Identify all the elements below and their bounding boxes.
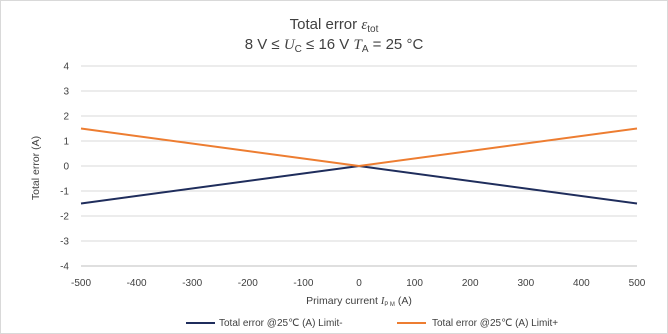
condition-uc-symbol: U [284, 37, 296, 53]
x-axis-label-sub: P M [384, 302, 395, 308]
x-tick-label-1: -400 [127, 278, 147, 289]
x-tick-label-9: 400 [573, 278, 590, 289]
y-tick-label-1: -3 [60, 237, 69, 248]
x-axis-label-unit: (A) [395, 295, 412, 307]
series-line-0 [80, 165, 638, 205]
y-tick-label-2: -2 [60, 212, 69, 223]
y-tick-label-6: 2 [63, 112, 69, 123]
y-tick-label-8: 4 [63, 62, 69, 73]
y-tick-labels: -4 -3 -2 -1 0 1 2 3 4 [60, 62, 69, 273]
x-tick-label-4: -100 [293, 278, 313, 289]
x-axis-label: Primary current IP M (A) [306, 295, 412, 308]
chart-title-main: Total error [290, 16, 362, 33]
condition-text-1: 8 V ≤ [245, 36, 284, 53]
legend-label-0: Total error @25℃ (A) Limit- [219, 318, 343, 329]
legend-label-1: Total error @25℃ (A) Limit+ [432, 318, 558, 329]
x-tick-label-3: -200 [238, 278, 258, 289]
x-tick-label-0: -500 [71, 278, 91, 289]
condition-ta-sub: A [362, 44, 369, 55]
condition-ta-symbol: T [353, 37, 363, 53]
chart-title-line-1: Total error εtot [290, 16, 379, 35]
condition-text-3: = 25 °C [369, 36, 424, 53]
x-tick-label-8: 300 [517, 278, 534, 289]
condition-uc-sub: C [295, 44, 302, 55]
chart-title-symbol: ε [361, 17, 367, 33]
y-tick-label-0: -4 [60, 262, 69, 273]
y-axis-label: Total error (A) [30, 136, 42, 200]
y-tick-label-3: -1 [60, 187, 69, 198]
x-axis-label-text: Primary current [306, 295, 381, 307]
chart-title-line-2: 8 V ≤ UC ≤ 16 V TA = 25 °C [245, 36, 424, 55]
legend: Total error @25℃ (A) Limit- Total error @… [186, 318, 558, 329]
chart-title-symbol-sub: tot [367, 24, 378, 35]
series-lines [80, 127, 638, 205]
x-tick-label-10: 500 [629, 278, 646, 289]
series-line-1 [80, 127, 638, 167]
condition-text-2: ≤ 16 V [302, 36, 354, 53]
x-axis-label-symbol: I [380, 296, 385, 307]
y-tick-label-5: 1 [63, 137, 69, 148]
x-tick-label-7: 200 [462, 278, 479, 289]
x-tick-label-2: -300 [182, 278, 202, 289]
x-tick-label-6: 100 [406, 278, 423, 289]
x-tick-labels: -500 -400 -300 -200 -100 0 100 200 300 400 500 [71, 278, 646, 289]
x-tick-label-5: 0 [356, 278, 362, 289]
y-tick-label-4: 0 [63, 162, 69, 173]
y-tick-label-7: 3 [63, 87, 69, 98]
